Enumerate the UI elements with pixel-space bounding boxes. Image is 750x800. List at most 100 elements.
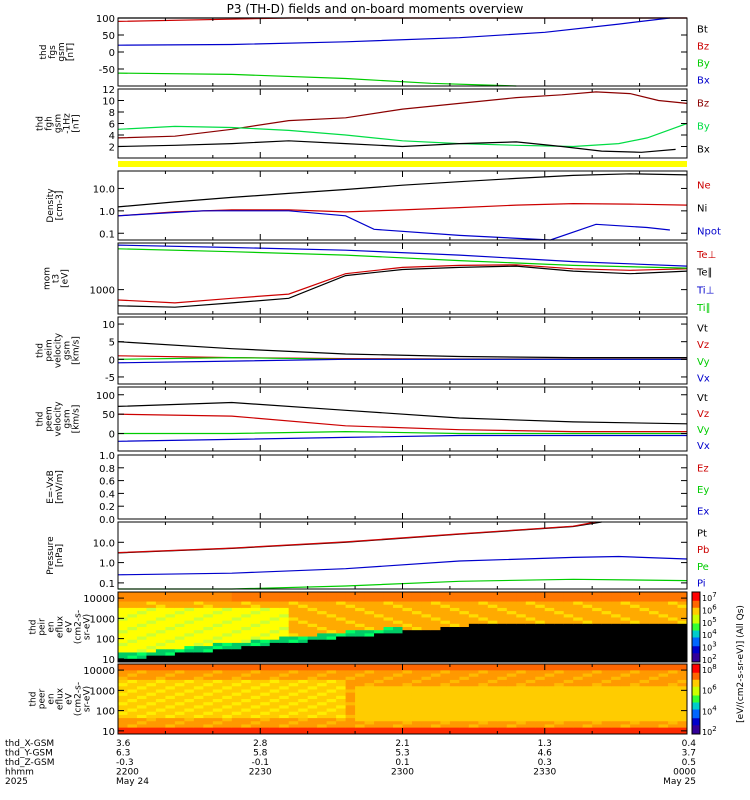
- spectrogram-cell: [241, 673, 252, 678]
- legend-Bx: Bx: [697, 76, 710, 87]
- spectrogram-cell: [487, 633, 498, 638]
- spectrogram-cell: [222, 699, 233, 703]
- spectrogram-cell: [136, 611, 148, 615]
- spectrogram-cell: [250, 658, 261, 662]
- spectrogram-cell: [298, 721, 309, 726]
- spectrogram-cell: [174, 718, 185, 722]
- spectrogram-cell: [449, 708, 460, 713]
- spectrogram-cell: [383, 636, 394, 641]
- spectrogram-cell: [374, 636, 385, 641]
- spectrogram-cell: [630, 642, 641, 647]
- spectrogram-cell: [345, 658, 356, 662]
- spectrogram-cell: [468, 699, 479, 703]
- spectrogram-cell: [250, 592, 261, 596]
- legend-Vz: Vz: [697, 340, 709, 351]
- spectrogram-cell: [668, 699, 679, 703]
- spectrogram-cell: [260, 724, 271, 729]
- spectrogram-cell: [222, 708, 233, 713]
- spectrogram-cell: [449, 686, 460, 691]
- spectrogram-cell: [326, 676, 337, 681]
- spectrogram-cell: [383, 705, 394, 710]
- spectrogram-cell: [374, 679, 385, 684]
- colorbar-cell: [692, 725, 700, 728]
- spectrogram-cell: [146, 617, 157, 622]
- spectrogram-cell: [516, 595, 527, 599]
- spectrogram-cell: [203, 655, 214, 660]
- spectrogram-cell: [611, 627, 622, 631]
- spectrogram-cell: [184, 611, 195, 615]
- spectrogram-cell: [582, 702, 593, 706]
- spectrogram-cell: [260, 655, 271, 660]
- spectrogram-cell: [402, 633, 413, 638]
- spectrogram-cell: [449, 639, 460, 644]
- spectrogram-cell: [241, 683, 252, 687]
- spectrogram-cell: [355, 649, 366, 654]
- spectrogram-cell: [516, 611, 527, 615]
- colorbar-cell: [692, 592, 700, 595]
- spectrogram-cell: [269, 614, 280, 619]
- spectrogram-cell: [193, 639, 204, 644]
- spectrogram-cell: [601, 695, 612, 700]
- spectrogram-cell: [393, 639, 404, 644]
- spectrogram-cell: [402, 689, 413, 694]
- spectrogram-cell: [658, 639, 669, 644]
- spectrogram-cell: [203, 718, 214, 722]
- spectrogram-cell: [516, 676, 527, 681]
- spectrogram-cell: [383, 708, 394, 713]
- spectrogram-cell: [364, 667, 375, 671]
- spectrogram-cell: [288, 727, 299, 732]
- spectrogram-cell: [165, 724, 176, 729]
- spectrogram-cell: [260, 711, 271, 716]
- spectrogram-cell: [184, 646, 195, 650]
- spectrogram-cell: [402, 667, 413, 671]
- spectrogram-cell: [241, 592, 252, 596]
- spectrogram-cell: [288, 711, 299, 716]
- spectrogram-cell: [241, 699, 252, 703]
- spectrogram-cell: [563, 683, 574, 687]
- spectrogram-cell: [440, 673, 451, 678]
- spectrogram-cell: [487, 652, 498, 657]
- spectrogram-cell: [630, 646, 641, 650]
- spectrogram-cell: [421, 620, 432, 625]
- spectrogram-cell: [165, 670, 176, 675]
- spectrogram-cell: [468, 664, 479, 668]
- ephemeris-value: 2300: [391, 768, 414, 778]
- spectrogram-cell: [554, 718, 565, 722]
- spectrogram-cell: [402, 630, 413, 634]
- spectrogram-cell: [345, 730, 356, 734]
- spectrogram-cell: [231, 658, 242, 662]
- y-tick-label: 0: [109, 355, 115, 366]
- spectrogram-cell: [592, 614, 603, 619]
- spectrogram-cell: [440, 702, 451, 706]
- y-axis-label: velocity: [54, 401, 64, 437]
- spectrogram-cell: [231, 607, 242, 612]
- spectrogram-cell: [336, 601, 347, 606]
- spectrogram-cell: [127, 702, 138, 706]
- spectrogram-cell: [440, 627, 451, 631]
- y-axis-label: [mV/m]: [55, 470, 65, 504]
- spectrogram-cell: [668, 708, 679, 713]
- spectrogram-cell: [345, 604, 356, 609]
- spectrogram-cell: [449, 646, 460, 650]
- spectrogram-cell: [506, 639, 517, 644]
- spectrogram-cell: [279, 592, 290, 596]
- spectrogram-cell: [611, 604, 622, 609]
- spectrogram-cell: [317, 627, 328, 631]
- spectrogram-cell: [288, 598, 299, 603]
- spectrogram-cell: [203, 695, 214, 700]
- spectrogram-cell: [317, 617, 328, 622]
- spectrogram-cell: [592, 604, 603, 609]
- y-tick-label: 10.0: [93, 184, 115, 195]
- spectrogram-cell: [449, 730, 460, 734]
- spectrogram-cell: [203, 667, 214, 671]
- spectrogram-cell: [155, 670, 167, 675]
- spectrogram-cell: [279, 627, 290, 631]
- spectrogram-cell: [155, 727, 167, 732]
- spectrogram-cell: [241, 627, 252, 631]
- spectrogram-cell: [355, 673, 366, 678]
- spectrogram-cell: [478, 658, 489, 662]
- spectrogram-cell: [364, 705, 375, 710]
- spectrogram-cell: [668, 604, 679, 609]
- spectrogram-cell: [649, 614, 660, 619]
- spectrogram-cell: [506, 702, 517, 706]
